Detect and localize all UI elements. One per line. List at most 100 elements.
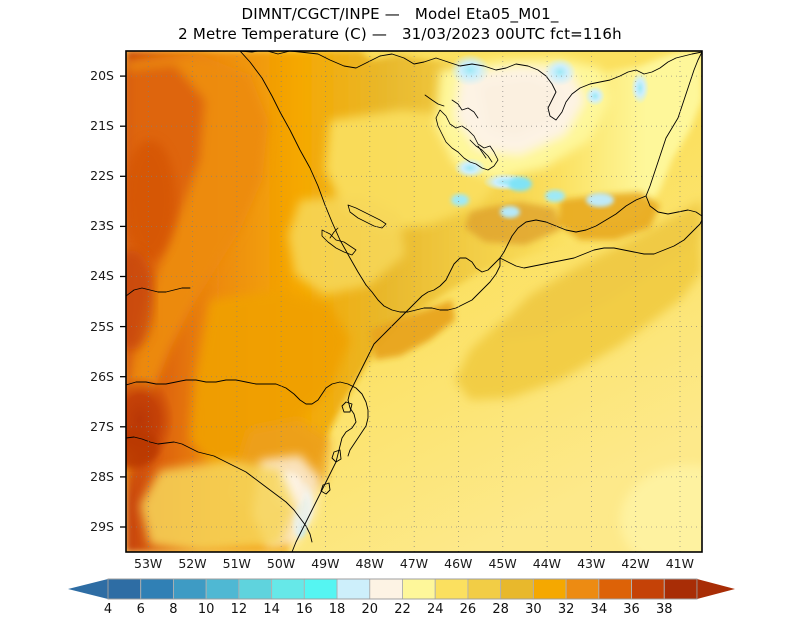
lon-tick-49W: 49W (311, 556, 340, 571)
axis-ticks (120, 75, 126, 528)
lat-tick-23S: 23S (90, 218, 114, 234)
colorbar-tick-4: 4 (103, 602, 113, 617)
lon-tick-46W: 46W (444, 556, 473, 571)
colorbar-tick-20: 20 (361, 602, 379, 617)
coastal-warm-ridge (370, 192, 660, 360)
colorbar-swatch-11 (467, 578, 502, 600)
river-parana-west (126, 287, 191, 297)
plot-frame (125, 50, 703, 553)
south-region-field (140, 460, 295, 552)
hot-cell-northwest (126, 140, 176, 260)
colorbar-tick-8: 8 (169, 602, 178, 617)
river-branch-a (451, 99, 479, 119)
title-line-1: DIMNT/CGCT/INPE — Model Eta05_M01_ (241, 5, 559, 23)
colorbar-tick-38: 38 (655, 602, 673, 617)
colorbar-swatch-15 (598, 578, 633, 600)
cool-highlands (435, 58, 610, 180)
ocean-warm-plume (455, 200, 702, 400)
colorbar-swatch-6 (303, 578, 338, 600)
lon-tick-50W: 50W (266, 556, 296, 571)
colorbar-swatch-17 (663, 578, 698, 600)
colorbar-tick-32: 32 (557, 602, 575, 617)
colorbar-tick-22: 22 (394, 602, 411, 617)
lat-lon-gridlines (126, 51, 702, 552)
hot-cell-west-central (126, 250, 154, 350)
colorbar-tick-30: 30 (525, 602, 542, 617)
border-saopaulo-parana (365, 257, 501, 313)
bay-paranagua (341, 401, 353, 413)
lon-tick-52W: 52W (178, 556, 207, 571)
colorbar (68, 578, 735, 600)
reservoir-sp-branch (329, 227, 339, 239)
lat-tick-26S: 26S (90, 368, 114, 384)
colorbar-tick-28: 28 (492, 602, 509, 617)
title-line-2: 2 Metre Temperature (C) — 31/03/2023 00U… (178, 25, 622, 43)
lat-tick-22S: 22S (90, 168, 114, 184)
colorbar-swatch-7 (336, 578, 371, 600)
coastline-sao-paulo (357, 257, 501, 377)
river-branch-c (424, 94, 445, 107)
coastline-rio-de-janeiro (499, 219, 702, 269)
lon-tick-47W: 47W (399, 556, 429, 571)
colorbar-over-arrow (697, 579, 735, 599)
figure-title: DIMNT/CGCT/INPE — Model Eta05_M01_ 2 Met… (0, 4, 800, 44)
colorbar-swatch-5 (271, 578, 305, 600)
bay-laguna (320, 482, 331, 495)
colorbar-swatch-9 (402, 578, 436, 600)
colorbar-tick-12: 12 (230, 602, 248, 617)
colorbar-swatch-4 (238, 578, 273, 600)
colorbar-swatch-10 (434, 578, 469, 600)
colorbar-swatch-12 (500, 578, 534, 600)
lon-tick-48W: 48W (355, 556, 384, 571)
lat-tick-25S: 25S (90, 318, 114, 334)
colorbar-swatch-14 (565, 578, 600, 600)
colorbar-swatch-8 (369, 578, 403, 600)
colorbar-swatch-0 (107, 578, 142, 600)
reservoir-sp-central (321, 229, 357, 256)
colorbar-swatches (107, 578, 698, 600)
lon-tick-44W: 44W (532, 556, 562, 571)
colorbar-tick-18: 18 (328, 602, 346, 617)
bay-florianopolis (331, 449, 342, 463)
lon-tick-41W: 41W (665, 556, 694, 571)
lat-tick-29S: 29S (90, 518, 114, 534)
colorbar-tick-24: 24 (426, 602, 444, 617)
colorbar-tick-10: 10 (197, 602, 215, 617)
colorbar-outline (107, 578, 698, 600)
colorbar-swatch-2 (172, 578, 207, 600)
ocean-cool-se-corner (620, 465, 702, 552)
border-parana-saopaulo-west (239, 51, 367, 286)
colorbar-swatch-13 (532, 578, 567, 600)
lon-tick-42W: 42W (621, 556, 650, 571)
colorbar-swatch-1 (140, 578, 174, 600)
border-espirito-santo-coast (645, 51, 702, 217)
border-parana-santacatarina (126, 379, 369, 457)
colorbar-tick-36: 36 (623, 602, 640, 617)
lat-tick-21S: 21S (90, 118, 114, 134)
colorbar-swatch-16 (631, 578, 665, 600)
lat-tick-28S: 28S (90, 468, 114, 484)
reservoir-sp-north (347, 204, 387, 229)
colorbar-tick-16: 16 (296, 602, 313, 617)
temperature-field (126, 51, 702, 552)
lat-tick-27S: 27S (90, 418, 114, 434)
coastline-parana-santa-catarina (291, 375, 359, 552)
colorbar-tick-14: 14 (263, 602, 280, 617)
border-santacatarina-riograndedosul (126, 436, 313, 543)
lon-tick-51W: 51W (222, 556, 251, 571)
lon-tick-43W: 43W (577, 556, 606, 571)
colorbar-swatch-3 (205, 578, 240, 600)
border-minas-gerais-north (299, 51, 702, 121)
border-rio-de-janeiro-north (499, 195, 647, 259)
lon-tick-45W: 45W (488, 556, 517, 571)
colorbar-tick-26: 26 (459, 602, 477, 617)
river-small-sliver (477, 145, 487, 159)
lon-tick-53W: 53W (134, 556, 163, 571)
lat-tick-24S: 24S (90, 268, 114, 284)
hot-cell-west-b (126, 428, 159, 468)
colorbar-tick-6: 6 (136, 602, 145, 617)
lat-tick-20S: 20S (90, 68, 114, 84)
river-branch-b (469, 139, 493, 163)
